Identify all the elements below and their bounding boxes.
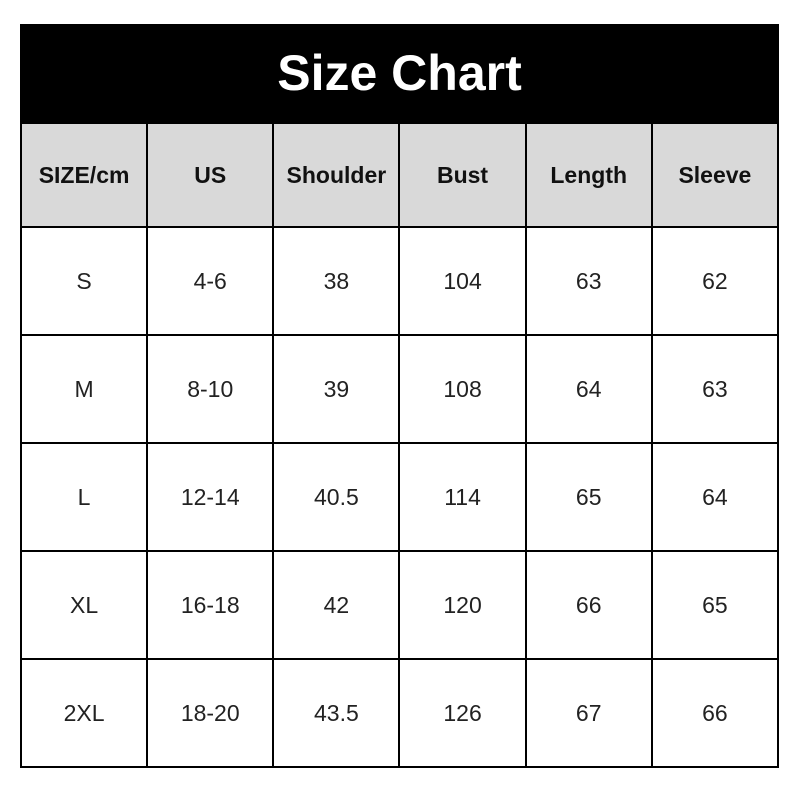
table-row: 2XL 18-20 43.5 126 67 66 xyxy=(19,658,780,768)
cell-us: 16-18 xyxy=(146,550,275,660)
table-row: XL 16-18 42 120 66 65 xyxy=(19,550,780,660)
header-us: US xyxy=(146,122,275,228)
size-chart: Size Chart SIZE/cm US Shoulder Bust Leng… xyxy=(19,24,780,768)
header-sleeve: Sleeve xyxy=(650,122,780,228)
cell-sleeve: 62 xyxy=(650,226,780,336)
chart-title: Size Chart xyxy=(20,24,779,122)
cell-sleeve: 64 xyxy=(650,442,780,552)
cell-size: 2XL xyxy=(19,658,149,768)
cell-us: 4-6 xyxy=(146,226,275,336)
cell-size: L xyxy=(19,442,149,552)
cell-us: 8-10 xyxy=(146,334,275,444)
cell-bust: 126 xyxy=(398,658,527,768)
cell-bust: 114 xyxy=(398,442,527,552)
cell-shoulder: 39 xyxy=(272,334,401,444)
cell-shoulder: 38 xyxy=(272,226,401,336)
header-row: SIZE/cm US Shoulder Bust Length Sleeve xyxy=(19,122,780,228)
cell-us: 12-14 xyxy=(146,442,275,552)
cell-length: 67 xyxy=(524,658,653,768)
header-length: Length xyxy=(524,122,653,228)
header-size: SIZE/cm xyxy=(19,122,149,228)
cell-shoulder: 42 xyxy=(272,550,401,660)
header-bust: Bust xyxy=(398,122,527,228)
cell-sleeve: 63 xyxy=(650,334,780,444)
header-shoulder: Shoulder xyxy=(272,122,401,228)
cell-bust: 104 xyxy=(398,226,527,336)
cell-bust: 108 xyxy=(398,334,527,444)
cell-sleeve: 65 xyxy=(650,550,780,660)
table-row: L 12-14 40.5 114 65 64 xyxy=(19,442,780,552)
size-table: SIZE/cm US Shoulder Bust Length Sleeve S… xyxy=(19,122,780,768)
table-row: S 4-6 38 104 63 62 xyxy=(19,226,780,336)
cell-size: XL xyxy=(19,550,149,660)
cell-length: 64 xyxy=(524,334,653,444)
cell-us: 18-20 xyxy=(146,658,275,768)
cell-length: 63 xyxy=(524,226,653,336)
cell-shoulder: 43.5 xyxy=(272,658,401,768)
cell-shoulder: 40.5 xyxy=(272,442,401,552)
table-row: M 8-10 39 108 64 63 xyxy=(19,334,780,444)
cell-length: 65 xyxy=(524,442,653,552)
cell-sleeve: 66 xyxy=(650,658,780,768)
cell-size: M xyxy=(19,334,149,444)
cell-length: 66 xyxy=(524,550,653,660)
cell-size: S xyxy=(19,226,149,336)
cell-bust: 120 xyxy=(398,550,527,660)
